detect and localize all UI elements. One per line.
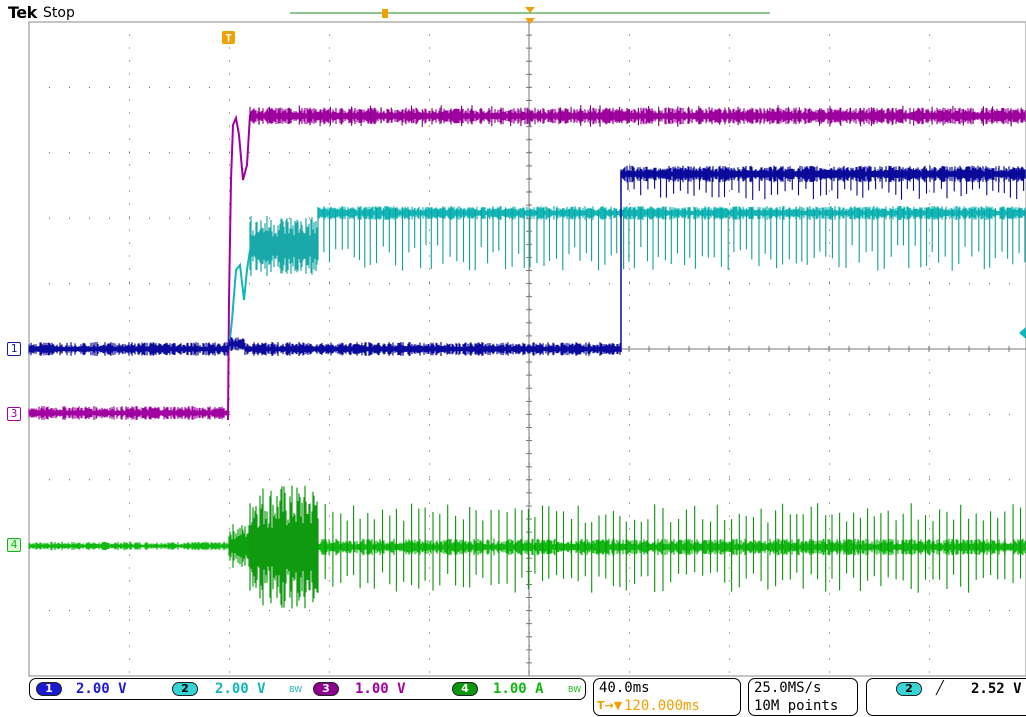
horizontal-scale: 40.0ms — [599, 680, 650, 696]
ch4-burst-band — [249, 485, 318, 609]
ch4-startup-band — [228, 524, 250, 568]
sampling-panel[interactable]: 25.0MS/s 10M points — [748, 678, 858, 716]
record-view-marker — [382, 9, 388, 18]
ch4-spikes — [317, 503, 1022, 593]
ch3-marker-label: 3 — [10, 407, 18, 420]
sample-rate: 25.0MS/s — [754, 680, 822, 696]
trigger-position-pointer — [525, 18, 535, 24]
ch4-badge[interactable]: 4 — [452, 682, 478, 696]
trigger-panel[interactable]: 2 ╱ 2.52 V — [866, 678, 1026, 716]
horizontal-position: 120.000ms — [624, 698, 700, 714]
horizontal-position-icon: T→▼ — [597, 699, 623, 712]
trigger-position-marker — [525, 7, 535, 13]
ch3-ground-marker[interactable]: 3 — [7, 407, 21, 421]
ch2-edge — [228, 249, 251, 349]
ch2-bw-limit-icon: BW — [289, 685, 303, 694]
ch2-badge[interactable]: 2 — [172, 682, 198, 696]
acquisition-state: Stop — [43, 5, 75, 21]
trigger-level: 2.52 V — [971, 681, 1022, 697]
top-bar: Tek Stop — [0, 0, 1026, 22]
brand-logo: Tek — [8, 3, 37, 22]
ch4-scale[interactable]: 1.00 A — [493, 681, 544, 697]
ch3-scale[interactable]: 1.00 V — [355, 681, 406, 697]
ch2-burst-band — [249, 215, 318, 277]
ch3-pre-band — [28, 406, 229, 420]
ch1-ground-marker[interactable]: 1 — [7, 342, 21, 356]
timebase-panel[interactable]: 40.0ms T→▼ 120.000ms — [593, 678, 741, 716]
rising-edge-icon: ╱ — [936, 681, 944, 696]
traces — [28, 105, 1026, 609]
ch1-high-band — [620, 165, 1026, 183]
ch1-low-band — [244, 342, 621, 356]
ch1-spikes — [620, 168, 1025, 200]
ch3-badge[interactable]: 3 — [313, 682, 339, 696]
ch3-edge — [227, 114, 251, 421]
trigger-source-badge: 2 — [896, 682, 922, 696]
status-bar: 1 2.00 V 2 2.00 V BW 3 1.00 V 4 1.00 A B… — [0, 678, 1026, 717]
trigger-marker-label: T — [225, 32, 232, 45]
ch4-base-band — [317, 538, 1026, 556]
channel-settings-panel: 1 2.00 V 2 2.00 V BW 3 1.00 V 4 1.00 A B… — [29, 678, 586, 700]
ch3-high-band — [249, 107, 1026, 125]
ch1-marker-label: 1 — [10, 342, 18, 355]
ch4-ground-marker[interactable]: 4 — [7, 538, 21, 552]
ch4-bw-limit-icon: BW — [568, 685, 582, 694]
ch2-spikes — [317, 207, 1026, 271]
ch2-scale[interactable]: 2.00 V — [215, 681, 266, 697]
ch4-pre-band — [28, 541, 229, 551]
ch3-spikes — [249, 105, 1022, 127]
ch1-badge[interactable]: 1 — [36, 682, 62, 696]
trigger-time-marker[interactable]: T — [222, 31, 235, 45]
ch4-marker-label: 4 — [10, 538, 18, 551]
record-length: 10M points — [754, 698, 839, 714]
ch1-scale[interactable]: 2.00 V — [76, 681, 127, 697]
trigger-level-marker[interactable] — [1019, 327, 1026, 339]
ch1-pre-band — [28, 342, 229, 356]
ch1-bump-band — [228, 337, 245, 351]
